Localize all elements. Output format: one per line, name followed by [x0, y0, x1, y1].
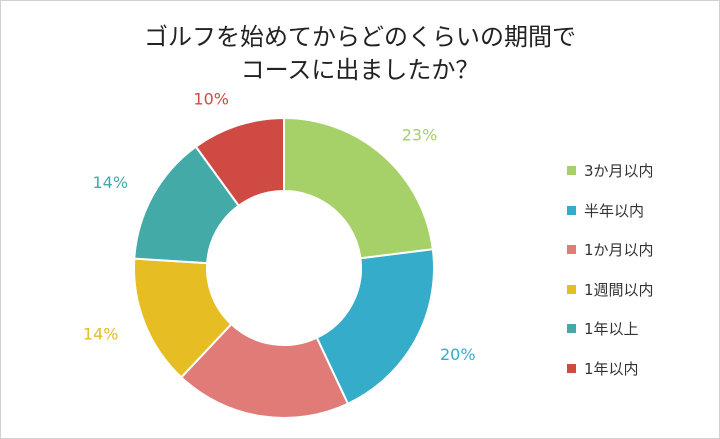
data-label-5: 14% [92, 173, 128, 192]
legend-item: 1か月以内 [567, 230, 654, 270]
legend-item: 半年以内 [567, 191, 654, 231]
data-label-6: 10% [193, 90, 229, 109]
legend-swatch [567, 166, 576, 176]
donut-slice-6 [194, 116, 285, 208]
legend-label: 1週間以内 [584, 280, 654, 299]
legend-item: 1年以上 [567, 309, 654, 349]
legend-item: 1週間以内 [567, 270, 654, 310]
chart-title: ゴルフを始めてからどのくらいの期間で コースに出ましたか？ [1, 21, 719, 87]
legend-label: 1年以内 [584, 359, 639, 378]
legend-swatch [567, 205, 576, 215]
legend-swatch [567, 245, 576, 255]
legend-label: 半年以内 [584, 201, 645, 220]
data-label-1: 23% [402, 125, 438, 144]
data-label-2: 20% [440, 345, 476, 364]
data-label-3: 19% [238, 435, 274, 438]
donut-slice-1 [283, 116, 434, 260]
legend-label: 1か月以内 [584, 241, 654, 260]
donut-slice-2 [315, 248, 435, 406]
legend: 3か月以内半年以内 1か月以内 1週間以内 1年以上 1年以内 [567, 151, 654, 388]
data-label-4: 14% [83, 325, 119, 344]
legend-swatch [567, 324, 576, 334]
legend-swatch [567, 284, 576, 294]
legend-label: 1年以上 [584, 320, 639, 339]
chart-title-line-1: ゴルフを始めてからどのくらいの期間で [144, 23, 576, 51]
legend-item: 3か月以内 [567, 151, 654, 191]
legend-item: 1年以内 [567, 349, 654, 389]
chart-title-line-2: コースに出ましたか？ [240, 56, 480, 84]
legend-label: 3か月以内 [584, 162, 654, 181]
legend-swatch [567, 363, 576, 373]
donut-slice-3 [179, 322, 350, 419]
